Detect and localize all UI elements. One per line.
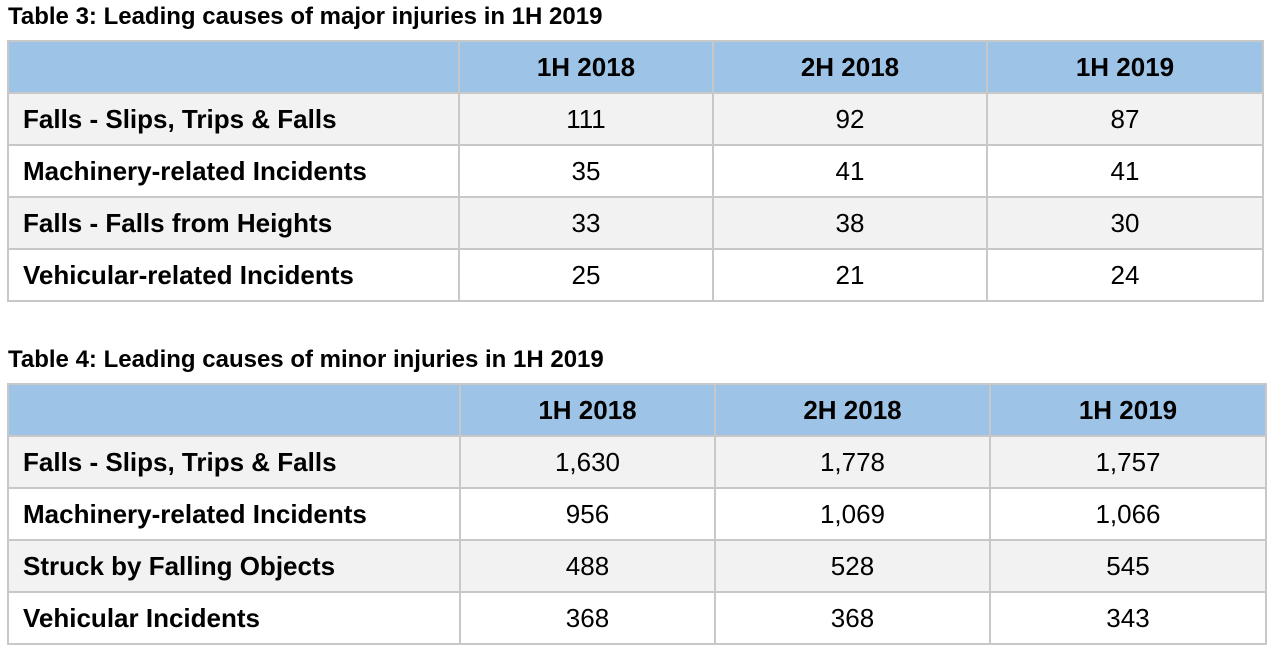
table-3-caption: Table 3: Leading causes of major injurie… [8,3,603,30]
cell-1h-2018: 956 [459,487,716,541]
header-cell-cause [7,383,461,437]
row-label: Falls - Slips, Trips & Falls [7,435,461,489]
cell-1h-2019: 41 [986,144,1264,198]
cell-1h-2018: 111 [458,92,714,146]
cell-1h-2019: 24 [986,248,1264,302]
header-cell-1h-2019: 1H 2019 [989,383,1267,437]
cell-1h-2018: 488 [459,539,716,593]
row-label: Vehicular Incidents [7,591,461,645]
major-injuries-table: 1H 2018 2H 2018 1H 2019 Falls - Slips, T… [7,40,1264,302]
table-row: Falls - Slips, Trips & Falls 1,630 1,778… [7,435,1267,489]
cell-2h-2018: 21 [712,248,988,302]
header-cell-1h-2018: 1H 2018 [459,383,716,437]
row-label: Struck by Falling Objects [7,539,461,593]
cell-1h-2019: 87 [986,92,1264,146]
table-row: Vehicular-related Incidents 25 21 24 [7,248,1264,302]
table-row: Falls - Slips, Trips & Falls 111 92 87 [7,92,1264,146]
cell-1h-2018: 368 [459,591,716,645]
cell-1h-2019: 343 [989,591,1267,645]
cell-1h-2018: 25 [458,248,714,302]
cell-2h-2018: 368 [714,591,991,645]
header-cell-2h-2018: 2H 2018 [712,40,988,94]
table-row: Falls - Falls from Heights 33 38 30 [7,196,1264,250]
cell-2h-2018: 528 [714,539,991,593]
header-cell-cause [7,40,460,94]
header-cell-1h-2019: 1H 2019 [986,40,1264,94]
table-row: Vehicular Incidents 368 368 343 [7,591,1267,645]
row-label: Machinery-related Incidents [7,487,461,541]
cell-1h-2019: 1,757 [989,435,1267,489]
cell-1h-2018: 35 [458,144,714,198]
cell-2h-2018: 41 [712,144,988,198]
header-cell-2h-2018: 2H 2018 [714,383,991,437]
row-label: Machinery-related Incidents [7,144,460,198]
table-row: Machinery-related Incidents 956 1,069 1,… [7,487,1267,541]
table-header-row: 1H 2018 2H 2018 1H 2019 [7,383,1267,437]
table-4-caption: Table 4: Leading causes of minor injurie… [8,346,604,373]
cell-1h-2019: 30 [986,196,1264,250]
minor-injuries-table: 1H 2018 2H 2018 1H 2019 Falls - Slips, T… [7,383,1267,645]
table-row: Struck by Falling Objects 488 528 545 [7,539,1267,593]
cell-2h-2018: 92 [712,92,988,146]
cell-1h-2018: 1,630 [459,435,716,489]
table-header-row: 1H 2018 2H 2018 1H 2019 [7,40,1264,94]
cell-2h-2018: 1,069 [714,487,991,541]
cell-1h-2019: 1,066 [989,487,1267,541]
table-row: Machinery-related Incidents 35 41 41 [7,144,1264,198]
cell-2h-2018: 1,778 [714,435,991,489]
cell-1h-2019: 545 [989,539,1267,593]
row-label: Falls - Slips, Trips & Falls [7,92,460,146]
header-cell-1h-2018: 1H 2018 [458,40,714,94]
row-label: Falls - Falls from Heights [7,196,460,250]
cell-2h-2018: 38 [712,196,988,250]
cell-1h-2018: 33 [458,196,714,250]
row-label: Vehicular-related Incidents [7,248,460,302]
